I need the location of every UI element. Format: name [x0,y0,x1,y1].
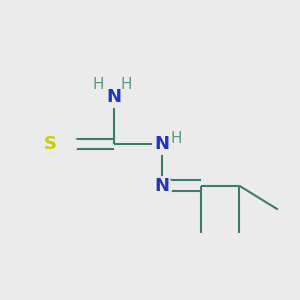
Text: N: N [154,135,169,153]
Text: H: H [92,77,104,92]
Text: S: S [44,135,57,153]
Text: N: N [154,177,169,195]
Text: N: N [107,88,122,106]
Text: H: H [121,77,132,92]
Text: H: H [171,130,182,146]
